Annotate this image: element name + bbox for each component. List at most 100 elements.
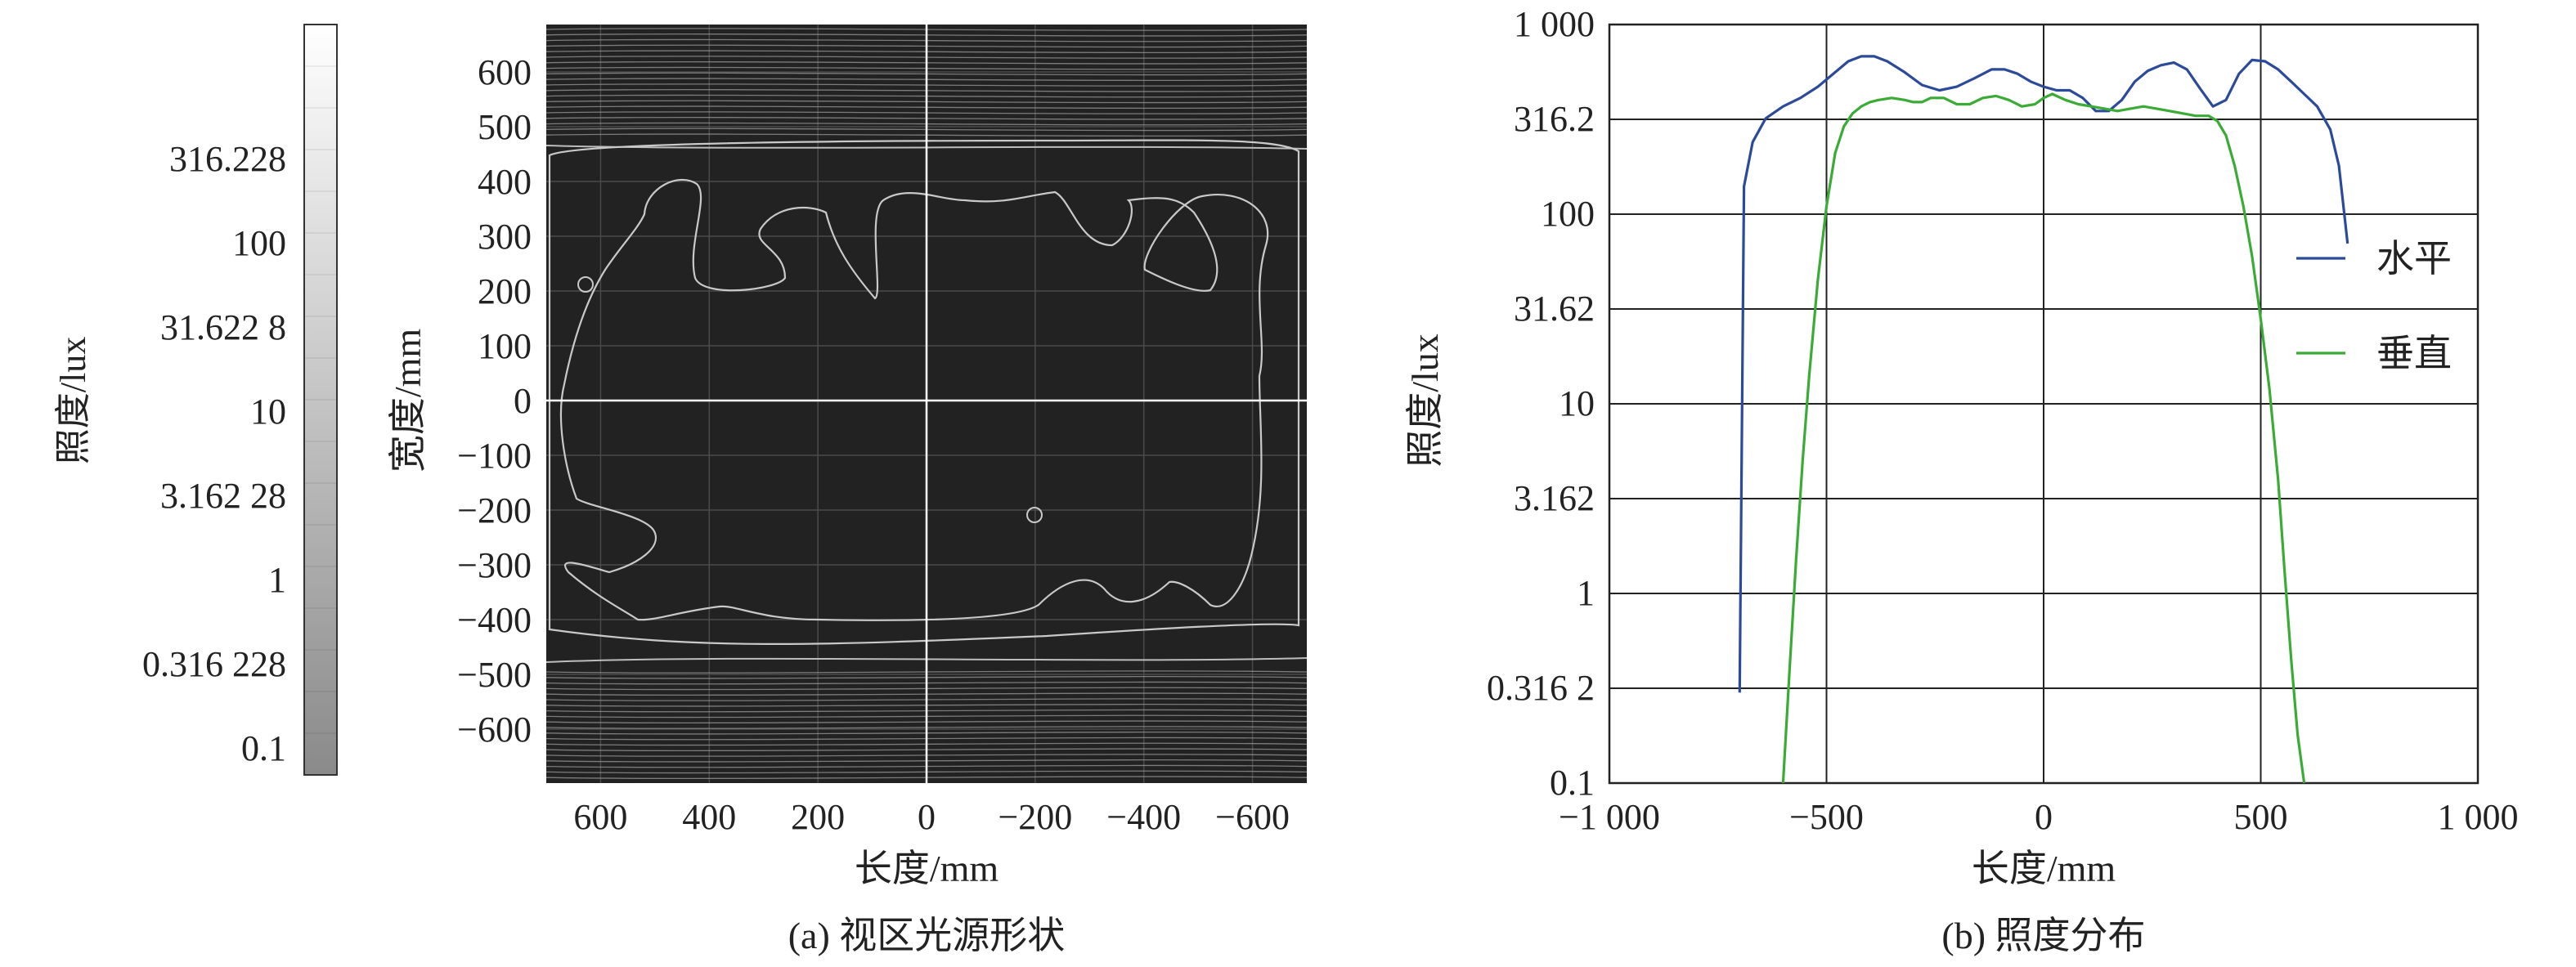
panel-a-contour-line (545, 670, 1308, 674)
panel-a-contour-line (545, 56, 1308, 59)
panel-a-xlabel: 长度/mm (855, 848, 999, 889)
panel-b-x-tick-label: 500 (2234, 797, 2288, 837)
panel-a-contour-line (545, 709, 1308, 713)
panel-b-y-tick-label: 1 (1577, 573, 1595, 613)
colorbar-tick-label: 100 (232, 223, 286, 263)
panel-b-y-tick-label: 10 (1559, 383, 1595, 423)
colorbar-tick-label: 0.316 228 (142, 644, 286, 684)
colorbar-tick-label: 31.622 8 (160, 307, 286, 347)
panel-a-contour-line (545, 726, 1308, 729)
panel-a-contour-line (545, 754, 1308, 757)
panel-a-contour-line (545, 731, 1308, 735)
panel-b-y-tick-labels: 1 000 316.2 100 31.62 10 3.162 1 0.316 2 0.1 (1487, 4, 1595, 803)
panel-a-contour-line (545, 72, 1308, 76)
panel-a-contour-line (545, 50, 1308, 54)
panel-a-y-tick-label: −200 (457, 490, 532, 531)
panel-a-contour-line (545, 33, 1308, 37)
panel-b-plot-frame (1608, 23, 2480, 785)
panel-b-y-tick-label: 100 (1541, 194, 1595, 234)
colorbar-bands (305, 65, 336, 734)
panel-a-y-tick-label: −500 (457, 655, 532, 695)
panel-a-contour-line (545, 78, 1308, 82)
panel-a-x-tick-labels: 600 400 200 0 −200 −400 −600 (573, 797, 1290, 837)
panel-a-contour-line (545, 111, 1308, 114)
panel-a-y-tick-label: −100 (457, 436, 532, 476)
colorbar-gradient (303, 24, 338, 776)
panel-a-small-contour-right (1026, 507, 1043, 523)
panel-b-x-tick-label: 1 000 (2438, 797, 2519, 837)
panel-a-contour-line (545, 675, 1308, 679)
panel-a-contour-bands (545, 28, 1308, 780)
panel-a-contour-line (545, 736, 1308, 741)
panel-b-series (1738, 55, 2349, 784)
panel-a-y-tick-labels: 600 500 400 300 200 100 0 −100 −200 −300 −400 −500 −… (457, 52, 532, 750)
panel-a-outer-contour (548, 139, 1300, 645)
panel-a-contour-line (545, 145, 1308, 150)
panel-b-x-tick-label: −500 (1789, 797, 1864, 837)
colorbar-tick-label: 0.1 (241, 728, 286, 768)
panel-a-contour-line (545, 88, 1308, 92)
panel-a-contour-line (545, 94, 1308, 98)
panel-b-x-tick-label: −1 000 (1559, 797, 1660, 837)
panel-a-contour-line (545, 100, 1308, 104)
panel-a-y-tick-label: 100 (478, 326, 532, 366)
colorbar-tick-label: 1 (268, 560, 286, 600)
colorbar-tick-labels: 316.228 100 31.622 8 10 3.162 28 1 0.316 228 0.… (142, 139, 286, 768)
panel-a-contour-line (545, 748, 1308, 752)
panel-b-caption: (b) 照度分布 (1941, 915, 2145, 956)
panel-b-y-tick-label: 0.1 (1550, 763, 1595, 803)
panel-a-contour-line (545, 764, 1308, 768)
panel-a-x-tick-label: 200 (791, 797, 845, 837)
colorbar-tick-label: 10 (250, 392, 286, 432)
colorbar-tick-label: 316.228 (169, 139, 286, 179)
panel-b-xlabel: 长度/mm (1972, 848, 2116, 889)
panel-b-x-tick-label: 0 (2035, 797, 2053, 837)
panel-a-y-tick-label: −600 (457, 710, 532, 750)
panel-a-y-tick-label: 0 (514, 381, 532, 421)
panel-b-y-tick-label: 1 000 (1514, 4, 1595, 44)
series-line-horizontal (1738, 55, 2349, 693)
colorbar-tick-label: 3.162 28 (160, 476, 286, 516)
series-line-vertical (1781, 92, 2306, 784)
panel-a-contour-line (545, 714, 1308, 719)
colorbar-ylabel: 照度/lux (53, 337, 93, 464)
panel-a-contour-line (545, 133, 1308, 137)
panel-a-x-tick-label: 0 (918, 797, 936, 837)
panel-a-contour-line (545, 770, 1308, 774)
panel-a-contour-line (545, 742, 1308, 746)
panel-a-caption: (a) 视区光源形状 (788, 915, 1066, 956)
legend-label: 垂直 (2376, 333, 2452, 374)
panel-b-y-tick-label: 0.316 2 (1487, 668, 1595, 708)
panel-a-contour-line (545, 681, 1308, 685)
panel-a-x-tick-label: −200 (998, 797, 1072, 837)
panel-b-x-tick-labels: −1 000 −500 0 500 1 000 (1559, 797, 2518, 837)
panel-a-x-tick-label: −400 (1106, 797, 1181, 837)
panel-a-contour-line (545, 776, 1308, 780)
legend-label: 水平 (2376, 238, 2452, 280)
panel-a-contour-line (545, 44, 1308, 48)
panel-a-y-tick-label: 200 (478, 271, 532, 311)
panel-a-y-tick-label: −400 (457, 600, 532, 640)
panel-a-contour-line (545, 28, 1308, 31)
panel-a-y-tick-label: −300 (457, 545, 532, 585)
panel-b-ylabel: 照度/lux (1404, 334, 1446, 468)
panel-a-small-contour-left (577, 276, 594, 293)
panel-a-x-tick-label: −600 (1215, 797, 1290, 837)
panel-a-contour-line (545, 657, 1308, 663)
panel-a-y-tick-label: 600 (478, 52, 532, 92)
panel-a-contour-line (545, 116, 1308, 120)
panel-a-contour-line (545, 703, 1308, 707)
panel-a-contour-line (545, 38, 1308, 43)
panel-a-x-tick-label: 400 (682, 797, 736, 837)
panel-a-contour-line (545, 122, 1308, 126)
panel-a-y-tick-label: 500 (478, 107, 532, 147)
panel-a-y-tick-label: 300 (478, 217, 532, 257)
panel-a-inner-contour (559, 178, 1269, 621)
panel-b-y-tick-label: 3.162 (1514, 478, 1595, 518)
panel-a-contour-line (545, 720, 1308, 724)
panel-a-light-shape: 600 400 200 0 −200 −400 −600 600 500 400 300 200 10… (387, 25, 1308, 956)
panel-a-ylabel: 宽度/mm (387, 329, 429, 473)
panel-b-y-tick-label: 316.2 (1514, 99, 1595, 139)
